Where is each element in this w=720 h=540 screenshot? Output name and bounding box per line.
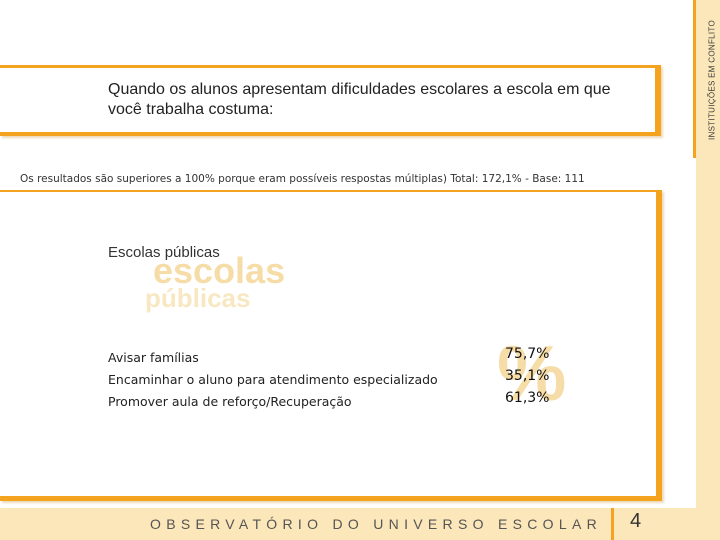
footer-band (0, 508, 720, 540)
response-value: 35,1% (505, 368, 550, 384)
watermark-publicas: públicas (145, 283, 251, 313)
footer-divider (611, 508, 614, 540)
watermark-escolas: escolas (153, 250, 286, 291)
content-frame (0, 190, 662, 501)
response-value: 61,3% (505, 390, 550, 406)
response-values: 75,7% 35,1% 61,3% (505, 343, 549, 409)
response-list: Avisar famílias Encaminhar o aluno para … (108, 347, 438, 413)
response-label: Avisar famílias (108, 350, 199, 365)
right-accent-line (693, 0, 696, 158)
watermark-percent-symbol: % (497, 329, 567, 417)
slide-title: Quando os alunos apresentam dificuldades… (108, 81, 611, 118)
section-title: Escolas públicas (108, 244, 220, 261)
results-note: Os resultados são superiores a 100% porq… (20, 173, 585, 185)
side-section-label: INSTITUIÇÕES EM CONFLITO (707, 20, 717, 140)
response-value: 75,7% (505, 346, 550, 362)
page-number: 4 (630, 510, 642, 532)
response-label: Promover aula de reforço/Recuperação (108, 394, 352, 409)
right-side-bar (696, 0, 720, 540)
response-label: Encaminhar o aluno para atendimento espe… (108, 372, 438, 387)
title-frame (0, 65, 661, 136)
footer-brand: OBSERVATÓRIO DO UNIVERSO ESCOLAR (150, 516, 602, 532)
